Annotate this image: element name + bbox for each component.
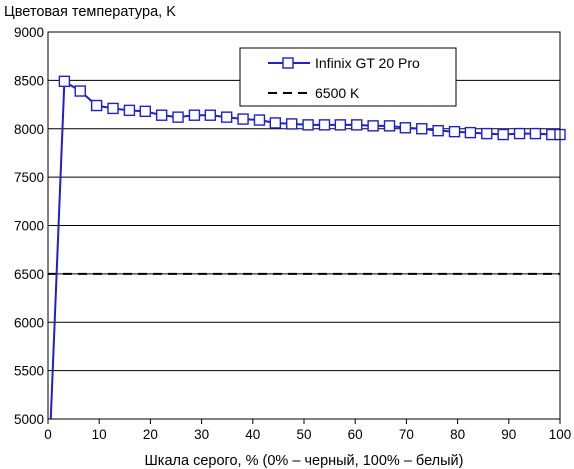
data-point: [204, 109, 217, 121]
data-point: [286, 118, 298, 130]
x-tick-label: 10: [92, 427, 107, 442]
x-axis-title: Шкала серого, % (0% – черный, 100% – бел…: [145, 453, 464, 469]
series-layer: [48, 75, 566, 419]
data-point: [383, 120, 396, 132]
data-point: [399, 122, 412, 134]
data-point: [220, 111, 233, 123]
data-point: [123, 104, 136, 117]
data-point: [513, 127, 526, 140]
legend-label-device: Infinix GT 20 Pro: [315, 55, 420, 71]
data-point: [432, 124, 444, 137]
legend: Infinix GT 20 Pro 6500 K: [239, 47, 457, 107]
x-tick-label: 90: [501, 427, 516, 442]
data-point: [107, 102, 119, 115]
x-tick-label: 20: [143, 427, 158, 442]
data-point: [237, 113, 249, 125]
y-tick-label: 8500: [14, 73, 44, 88]
data-point: [318, 119, 331, 131]
data-point: [481, 127, 493, 140]
legend-label-reference: 6500 K: [315, 85, 360, 101]
y-tick-label: 9000: [14, 25, 44, 40]
data-point: [188, 109, 201, 121]
data-point: [351, 119, 363, 131]
y-tick-label: 6000: [14, 315, 44, 330]
data-point: [302, 119, 314, 131]
x-tick-label: 50: [296, 427, 311, 442]
y-tick-label: 5500: [14, 364, 44, 379]
data-point: [464, 126, 477, 139]
x-tick-label: 70: [399, 427, 414, 442]
legend-box: [239, 47, 457, 107]
y-tick-labels: 5000 5500 6000 6500 7000 7500 8000 8500 9000: [14, 25, 44, 427]
x-tick-label: 80: [450, 427, 465, 442]
data-point: [139, 105, 151, 118]
y-tick-label: 7500: [14, 170, 44, 185]
data-point: [448, 125, 461, 138]
plot-frame: [47, 31, 561, 420]
y-tick-label: 6500: [14, 267, 44, 282]
x-tick-label: 60: [348, 427, 363, 442]
data-point: [172, 111, 184, 123]
data-point: [58, 75, 71, 88]
x-tick-label: 40: [245, 427, 260, 442]
x-tick-label: 100: [549, 427, 572, 442]
data-point: [416, 123, 428, 135]
y-axis-title: Цветовая температура, K: [4, 4, 176, 20]
data-point: [253, 114, 266, 126]
x-tick-label: 30: [194, 427, 209, 442]
data-point: [334, 119, 347, 131]
data-point: [90, 99, 103, 112]
data-point: [155, 109, 168, 121]
x-tick-labels: 0 10 20 30 40 50 60 70 80 90 100: [44, 419, 571, 442]
data-point: [367, 120, 379, 132]
y-tick-label: 5000: [14, 412, 44, 427]
data-point: [74, 85, 86, 97]
y-tick-label: 7000: [14, 219, 44, 234]
data-point: [529, 127, 542, 140]
y-tick-label: 8000: [14, 122, 44, 137]
data-point: [269, 117, 282, 129]
data-point: [497, 128, 509, 141]
legend-marker-device: [282, 57, 294, 69]
x-tick-label: 0: [44, 427, 52, 442]
